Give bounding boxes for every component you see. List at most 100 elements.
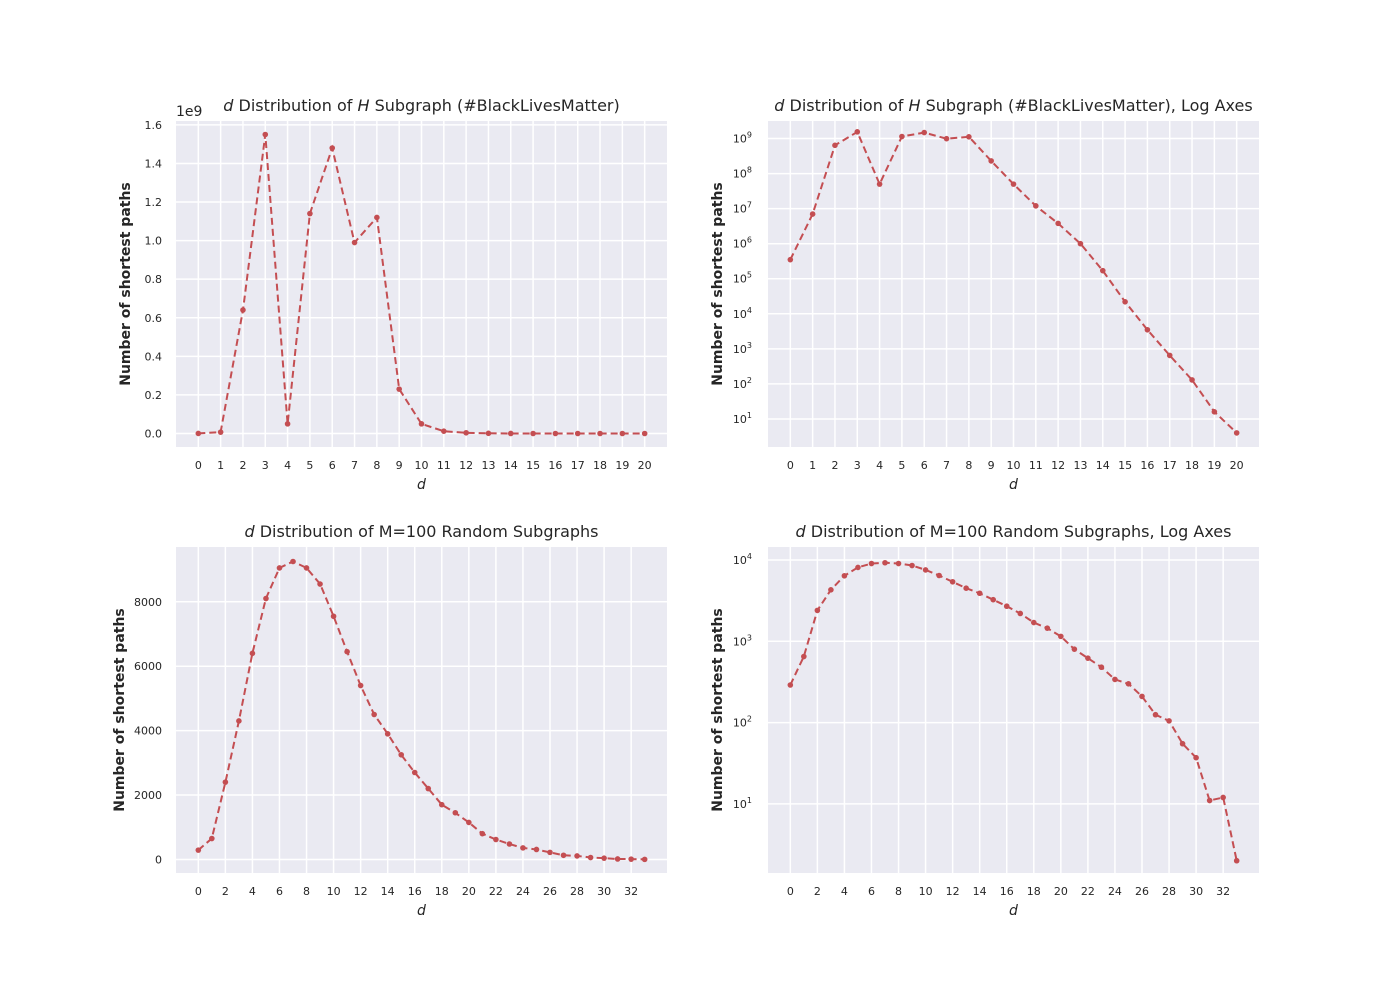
data-point (479, 830, 486, 837)
x-tick-label: 5 (898, 459, 905, 472)
data-point (195, 847, 202, 853)
data-point (262, 131, 269, 138)
x-tick-label: 6 (868, 885, 875, 898)
x-tick-label: 15 (526, 459, 540, 472)
x-tick-label: 2 (814, 885, 821, 898)
x-tick-label: 20 (638, 459, 652, 472)
data-point (374, 214, 380, 221)
chart-title: d Distribution of M=100 Random Subgraphs… (796, 522, 1232, 541)
y-tick-label: 105 (733, 271, 752, 286)
x-tick-label: 0 (195, 885, 202, 898)
data-point (425, 785, 432, 792)
x-tick-label: 9 (396, 459, 403, 472)
data-point (1125, 681, 1132, 687)
x-tick-label: 6 (329, 459, 336, 472)
x-tick-label: 3 (262, 459, 269, 472)
data-point (398, 751, 405, 758)
data-point (317, 581, 323, 587)
data-point (882, 559, 888, 566)
series-line (789, 561, 1238, 861)
data-point (284, 421, 291, 427)
x-tick-label: 24 (516, 885, 530, 898)
data-point (466, 819, 472, 826)
y-tick-label: 1.0 (145, 235, 163, 248)
data-point (1179, 740, 1186, 747)
data-point (195, 430, 202, 437)
data-point (329, 145, 336, 151)
x-tick-label: 14 (381, 885, 395, 898)
data-point (988, 158, 994, 164)
x-tick-label: 19 (615, 459, 629, 472)
data-point (990, 596, 997, 603)
data-point (814, 607, 821, 614)
x-tick-label: 16 (1000, 885, 1014, 898)
data-point (1077, 240, 1084, 247)
data-point (1033, 203, 1039, 209)
y-tick-label: 107 (733, 201, 752, 216)
x-tick-label: 30 (597, 885, 611, 898)
y-tick-label: 0.4 (145, 350, 163, 363)
data-point (1166, 352, 1173, 359)
x-tick-label: 0 (787, 459, 794, 472)
chart-title: d Distribution of H Subgraph (#BlackLive… (223, 96, 619, 115)
data-point (1211, 409, 1218, 415)
x-tick-label: 14 (1096, 459, 1110, 472)
x-tick-label: 4 (876, 459, 883, 472)
data-point (943, 135, 950, 142)
data-point (344, 648, 350, 655)
x-tick-label: 13 (1073, 459, 1087, 472)
y-axis-label: Number of shortest paths (118, 182, 134, 386)
data-point (263, 595, 269, 602)
data-point (1233, 857, 1240, 864)
y-tick-label: 1.4 (145, 157, 163, 170)
data-point (787, 256, 794, 263)
x-tick-label: 30 (1189, 885, 1203, 898)
y-tick-label: 1.6 (145, 119, 163, 132)
x-tick-label: 9 (988, 459, 995, 472)
x-tick-label: 14 (504, 459, 518, 472)
data-point (1112, 676, 1118, 683)
y-tick-label: 102 (733, 715, 752, 730)
data-point (619, 430, 626, 437)
data-point (438, 801, 445, 808)
x-tick-label: 11 (437, 459, 451, 472)
x-tick-label: 8 (303, 885, 310, 898)
y-tick-label: 106 (733, 236, 752, 251)
x-tick-label: 1 (809, 459, 816, 472)
chart-panel-1: 0 1 2 3 4 5 6 7 8 9 10 11 12 13 14 15 16 17 18 19 200.00.20.… (118, 96, 667, 493)
y-tick-label: 101 (733, 796, 752, 811)
y-tick-label: 109 (733, 131, 752, 146)
data-point (452, 809, 459, 816)
data-point (441, 428, 447, 434)
data-point (357, 682, 364, 689)
x-tick-label: 12 (459, 459, 473, 472)
data-point (547, 849, 553, 856)
data-point (351, 239, 358, 246)
x-tick-label: 16 (548, 459, 562, 472)
data-point (1044, 625, 1051, 631)
data-point (1206, 797, 1213, 804)
data-point (895, 560, 902, 567)
x-tick-label: 0 (787, 885, 794, 898)
y-tick-label: 102 (733, 376, 752, 391)
y-tick-label: 104 (733, 552, 752, 567)
data-point (1233, 430, 1240, 436)
x-tick-label: 14 (973, 885, 987, 898)
data-point (641, 856, 648, 863)
y-axis-label: Number of shortest paths (710, 608, 726, 812)
data-point (1099, 267, 1106, 274)
x-tick-label: 7 (943, 459, 950, 472)
plot-area (176, 547, 667, 873)
data-point (921, 129, 928, 136)
data-point (485, 430, 492, 437)
x-tick-label: 1 (217, 459, 224, 472)
x-axis-label: d (417, 903, 426, 919)
y-tick-label: 0 (155, 853, 162, 866)
data-point (601, 855, 607, 861)
data-point (614, 856, 621, 862)
y-tick-label: 103 (733, 341, 752, 356)
x-tick-label: 4 (841, 885, 848, 898)
y-tick-label: 2000 (134, 789, 162, 802)
data-point (936, 572, 942, 579)
chart-title: d Distribution of H Subgraph (#BlackLive… (774, 96, 1252, 115)
